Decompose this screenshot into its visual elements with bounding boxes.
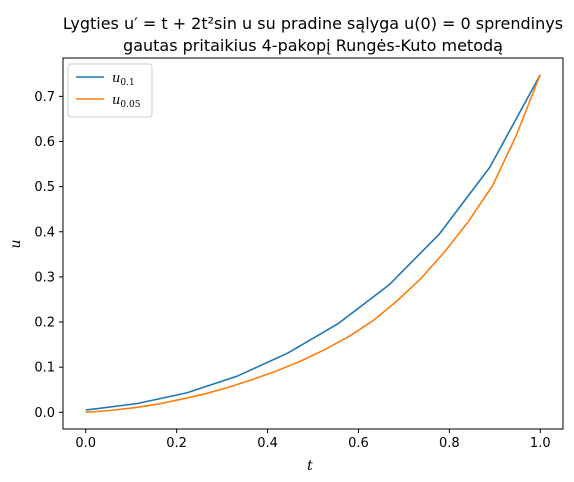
y-axis: 0.0 0.1 0.2 0.3 0.4 0.5 0.6 0.7	[34, 90, 63, 421]
x-tick-label: 0.6	[348, 436, 369, 451]
x-tick-label: 0.4	[257, 436, 278, 451]
chart-title-line-1: Lygties u′ = t + 2t²sin u su pradine sąl…	[63, 14, 563, 33]
x-tick-label: 0.8	[439, 436, 460, 451]
legend: u0.1u0.05	[67, 63, 153, 118]
x-tick-label: 0.2	[166, 436, 187, 451]
y-tick-label: 0.7	[34, 90, 55, 105]
x-axis: 0.0 0.2 0.4 0.6 0.8 1.0	[75, 429, 551, 451]
plot-frame	[62, 57, 564, 430]
series-layer	[85, 74, 542, 414]
y-tick-label: 0.2	[34, 316, 55, 331]
x-tick-label: 0.0	[75, 436, 96, 451]
y-tick-label: 0.0	[34, 406, 55, 421]
y-tick-label: 0.3	[34, 270, 55, 285]
y-tick-label: 0.5	[34, 180, 55, 195]
series-line-0	[85, 74, 541, 411]
chart-title-line-2: gautas pritaikius 4-pakopį Rungės-Kuto m…	[123, 36, 503, 55]
chart-title: Lygties u′ = t + 2t²sin u su pradine sąl…	[63, 14, 563, 55]
y-tick-label: 0.1	[34, 361, 55, 376]
y-tick-label: 0.6	[34, 135, 55, 150]
series-line-1	[85, 74, 542, 414]
x-axis-label: t	[307, 458, 313, 474]
y-tick-label: 0.4	[34, 225, 55, 240]
y-axis-label: u	[8, 239, 24, 248]
x-tick-label: 1.0	[530, 436, 551, 451]
